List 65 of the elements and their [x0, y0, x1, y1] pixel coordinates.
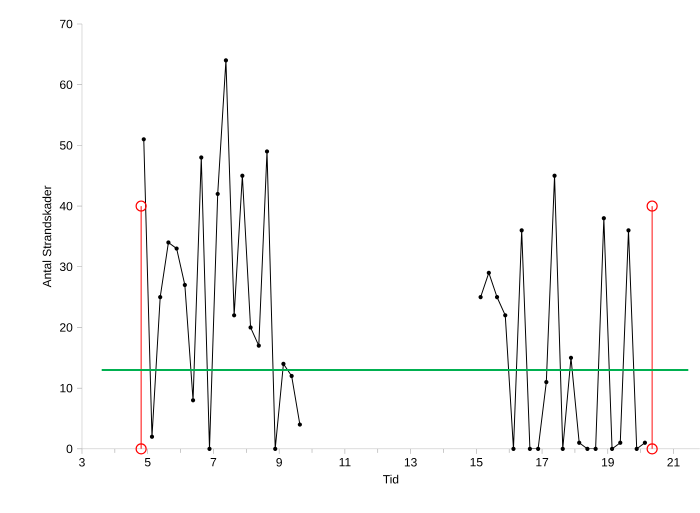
point [594, 446, 598, 452]
point [182, 282, 187, 288]
x-tick-label: 13 [404, 458, 417, 467]
point [560, 446, 565, 452]
point [520, 228, 524, 233]
point [618, 440, 622, 445]
point [642, 440, 648, 445]
x-tick-label: 15 [470, 458, 482, 466]
point [494, 295, 500, 300]
point [150, 434, 154, 439]
x-tick-label: 9 [276, 458, 282, 467]
point [511, 446, 516, 452]
y-tick-label: 60 [60, 80, 72, 90]
point [207, 446, 212, 452]
point [626, 228, 631, 233]
point [199, 155, 204, 160]
point [503, 313, 508, 318]
point [136, 200, 147, 212]
x-tick-label: 11 [340, 458, 351, 466]
point [281, 362, 286, 366]
point [136, 443, 147, 455]
y-axis-title: Antal Strandskader [42, 186, 52, 288]
point [216, 192, 220, 196]
point [602, 216, 606, 220]
point [224, 58, 228, 63]
x-tick-label: 3 [79, 458, 85, 467]
x-tick-label: 21 [667, 458, 680, 466]
x-tick-label: 5 [144, 458, 151, 466]
point [634, 446, 639, 452]
x-axis-title: Tid [383, 474, 398, 484]
point [158, 295, 162, 300]
point [544, 380, 548, 384]
point [232, 313, 236, 318]
point [568, 356, 574, 360]
point [646, 443, 658, 455]
point [486, 270, 491, 276]
point [610, 446, 614, 452]
y-tick-label: 30 [60, 262, 72, 272]
point [552, 174, 557, 178]
x-tick-label: 7 [210, 458, 216, 466]
y-tick-label: 10 [60, 384, 72, 392]
point [528, 446, 532, 452]
y-tick-label: 70 [60, 20, 72, 28]
point [240, 174, 244, 178]
point [248, 325, 253, 330]
point [166, 240, 171, 245]
x-tick-label: 19 [602, 458, 614, 467]
y-tick-label: 40 [60, 202, 72, 210]
y-tick-label: 0 [66, 444, 72, 454]
point [298, 422, 302, 427]
point [273, 446, 278, 452]
point [142, 137, 146, 142]
y-tick-label: 20 [60, 323, 72, 332]
point [646, 200, 658, 212]
point [174, 246, 179, 251]
point [585, 446, 590, 452]
point [478, 295, 483, 300]
y-tick-label: 50 [60, 141, 72, 150]
point [256, 344, 261, 348]
point [190, 398, 196, 402]
x-tick-label: 17 [536, 458, 548, 466]
point [536, 446, 540, 452]
point [264, 149, 270, 154]
point [577, 440, 582, 445]
point [290, 374, 294, 378]
